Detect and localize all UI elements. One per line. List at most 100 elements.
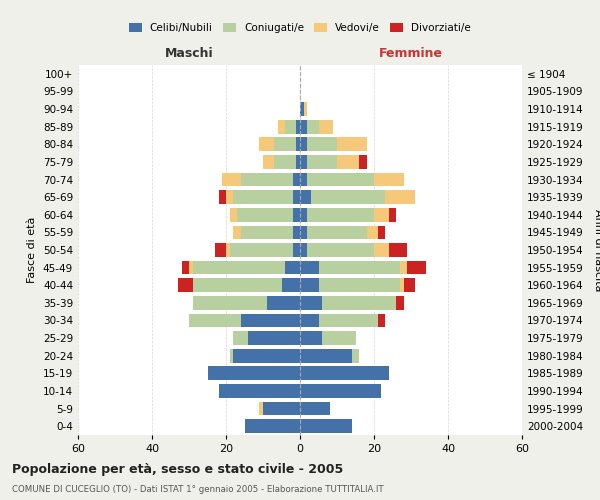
Bar: [266, 296, 300, 310]
Legend: Celibi/Nubili, Coniugati/e, Vedovi/e, Divorziati/e: Celibi/Nubili, Coniugati/e, Vedovi/e, Di…: [125, 18, 475, 37]
Bar: [230, 243, 293, 257]
Bar: [237, 208, 293, 222]
Bar: [400, 260, 407, 274]
Bar: [300, 208, 307, 222]
Bar: [226, 243, 230, 257]
Bar: [300, 296, 322, 310]
Bar: [285, 120, 296, 134]
Bar: [300, 172, 307, 186]
Bar: [296, 138, 300, 151]
Bar: [259, 138, 274, 151]
Bar: [218, 190, 226, 204]
Bar: [322, 331, 355, 345]
Text: COMUNE DI CUCEGLIO (TO) - Dati ISTAT 1° gennaio 2005 - Elaborazione TUTTITALIA.I: COMUNE DI CUCEGLIO (TO) - Dati ISTAT 1° …: [12, 485, 383, 494]
Bar: [281, 278, 300, 292]
Bar: [300, 243, 307, 257]
Bar: [293, 172, 300, 186]
Bar: [293, 190, 300, 204]
Bar: [193, 296, 266, 310]
Bar: [307, 120, 319, 134]
Bar: [226, 190, 233, 204]
Bar: [230, 208, 237, 222]
Bar: [263, 155, 274, 169]
Bar: [378, 314, 385, 328]
Bar: [230, 349, 233, 362]
Bar: [396, 296, 404, 310]
Bar: [193, 260, 285, 274]
Bar: [233, 190, 293, 204]
Bar: [300, 402, 329, 415]
Bar: [319, 120, 334, 134]
Bar: [245, 420, 300, 433]
Bar: [300, 120, 307, 134]
Bar: [259, 402, 263, 415]
Bar: [241, 314, 300, 328]
Bar: [296, 155, 300, 169]
Bar: [208, 366, 300, 380]
Bar: [300, 384, 382, 398]
Bar: [319, 260, 400, 274]
Bar: [296, 120, 300, 134]
Bar: [322, 296, 396, 310]
Bar: [293, 243, 300, 257]
Bar: [374, 172, 404, 186]
Bar: [248, 331, 300, 345]
Bar: [304, 102, 307, 116]
Bar: [400, 278, 404, 292]
Bar: [300, 155, 307, 169]
Bar: [319, 314, 378, 328]
Bar: [352, 349, 359, 362]
Bar: [407, 260, 426, 274]
Bar: [367, 226, 378, 239]
Bar: [278, 120, 285, 134]
Bar: [241, 226, 293, 239]
Bar: [300, 349, 352, 362]
Bar: [263, 402, 300, 415]
Bar: [233, 226, 241, 239]
Text: Femmine: Femmine: [379, 46, 443, 60]
Bar: [307, 138, 337, 151]
Bar: [300, 190, 311, 204]
Bar: [307, 208, 374, 222]
Bar: [300, 314, 319, 328]
Bar: [389, 208, 396, 222]
Bar: [385, 190, 415, 204]
Bar: [241, 172, 293, 186]
Bar: [223, 172, 241, 186]
Bar: [293, 208, 300, 222]
Bar: [300, 331, 322, 345]
Y-axis label: Fasce di età: Fasce di età: [28, 217, 37, 283]
Bar: [374, 243, 389, 257]
Bar: [311, 190, 385, 204]
Bar: [300, 420, 352, 433]
Bar: [182, 260, 189, 274]
Bar: [307, 226, 367, 239]
Bar: [319, 278, 400, 292]
Bar: [300, 278, 319, 292]
Bar: [307, 243, 374, 257]
Bar: [285, 260, 300, 274]
Bar: [293, 226, 300, 239]
Bar: [300, 226, 307, 239]
Bar: [300, 102, 304, 116]
Text: Popolazione per età, sesso e stato civile - 2005: Popolazione per età, sesso e stato civil…: [12, 462, 343, 475]
Bar: [189, 260, 193, 274]
Bar: [374, 208, 389, 222]
Bar: [178, 278, 193, 292]
Bar: [193, 278, 281, 292]
Bar: [233, 349, 300, 362]
Bar: [233, 331, 248, 345]
Text: Maschi: Maschi: [164, 46, 214, 60]
Bar: [359, 155, 367, 169]
Bar: [307, 155, 337, 169]
Bar: [215, 243, 226, 257]
Bar: [274, 155, 296, 169]
Bar: [307, 172, 374, 186]
Bar: [378, 226, 385, 239]
Bar: [337, 138, 367, 151]
Y-axis label: Anni di nascita: Anni di nascita: [593, 209, 600, 291]
Bar: [274, 138, 296, 151]
Bar: [389, 243, 407, 257]
Bar: [300, 138, 307, 151]
Bar: [300, 260, 319, 274]
